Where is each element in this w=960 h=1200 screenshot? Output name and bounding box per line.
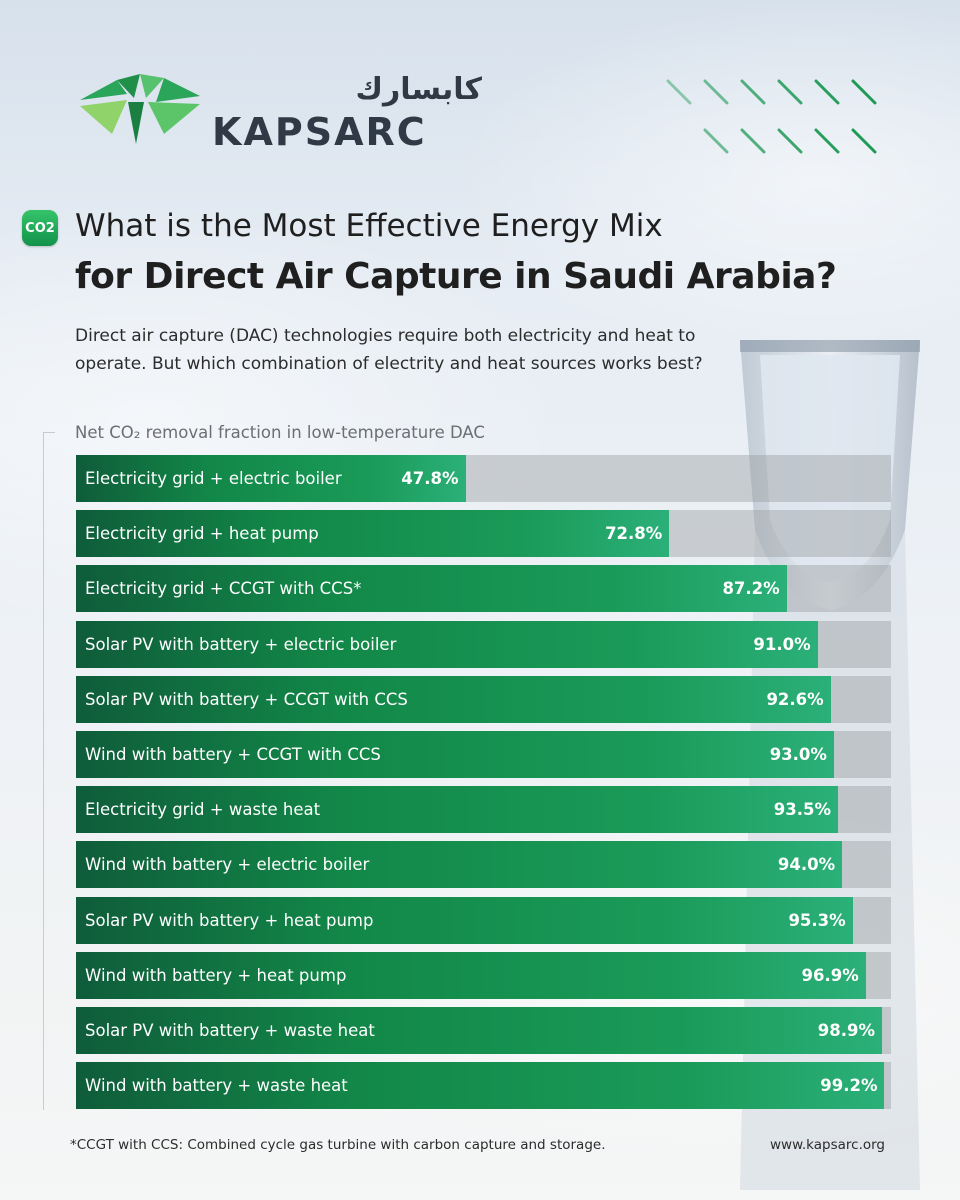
page-title-line2: for Direct Air Capture in Saudi Arabia? — [75, 256, 837, 297]
co2-icon-text: CO2 — [25, 220, 55, 236]
bar-category-label: Electricity grid + heat pump — [85, 524, 319, 544]
bar-value-label: 72.8% — [605, 524, 663, 544]
bar-value-label: 99.2% — [820, 1076, 878, 1096]
chart-row: Wind with battery + heat pump 96.9% — [76, 951, 891, 999]
bar-category-label: Solar PV with battery + CCGT with CCS — [85, 689, 408, 709]
bar-category-label: Electricity grid + waste heat — [85, 800, 321, 820]
bar-value-label: 87.2% — [722, 579, 780, 599]
logo-english-text: KAPSARC — [212, 110, 427, 154]
chart-row: Wind with battery + electric boiler 94.0% — [76, 841, 891, 889]
bar-category-label: Electricity grid + CCGT with CCS* — [85, 579, 362, 599]
chart-row: Electricity grid + heat pump 72.8% — [76, 510, 891, 558]
bar-chart: Electricity grid + electric boiler 47.8% E… — [76, 455, 891, 1113]
bar-value-label: 98.9% — [817, 1021, 876, 1040]
bar — [76, 841, 843, 889]
bar — [76, 455, 466, 502]
bar-category-label: Wind with battery + electric boiler — [85, 855, 370, 875]
bar-category-label: Solar PV with battery + heat pump — [85, 910, 374, 930]
bar-value-label: 92.6% — [766, 689, 824, 709]
bar — [76, 620, 818, 668]
decorative-slashes — [666, 79, 877, 154]
bar — [76, 1062, 885, 1110]
bar-value-label: 93.0% — [769, 745, 827, 764]
bar-category-label: Wind with battery + waste heat — [85, 1076, 348, 1096]
chart-row: Wind with battery + CCGT with CCS 93.0% — [76, 731, 891, 778]
bar-value-label: 91.0% — [753, 634, 811, 654]
bar — [76, 510, 670, 558]
chart-row: Electricity grid + CCGT with CCS* 87.2% — [76, 565, 891, 613]
bar — [76, 731, 834, 778]
chart-row: Solar PV with battery + waste heat 98.9% — [76, 1007, 891, 1054]
bar-value-label: 94.0% — [777, 855, 836, 875]
bar — [76, 675, 831, 723]
bar-category-label: Solar PV with battery + waste heat — [85, 1021, 375, 1040]
co2-icon: CO2 — [22, 210, 58, 246]
chart-row: Solar PV with battery + electric boiler 9… — [76, 620, 891, 668]
footnote: *CCGT with CCS: Combined cycle gas turbi… — [70, 1137, 606, 1153]
bar-value-label: 95.3% — [788, 910, 846, 930]
website-link[interactable]: www.kapsarc.org — [769, 1137, 885, 1153]
bar-value-label: 47.8% — [401, 469, 459, 488]
bar-category-label: Electricity grid + electric boiler — [85, 469, 342, 488]
kapsarc-emblem-icon — [80, 74, 200, 144]
bar-category-label: Wind with battery + CCGT with CCS — [85, 745, 381, 764]
bar — [76, 1007, 883, 1054]
bar-value-label: 96.9% — [801, 965, 859, 985]
chart-row: Solar PV with battery + heat pump 95.3% — [76, 896, 891, 944]
bar — [76, 896, 853, 944]
logo-arabic-text: كابسارك — [355, 72, 482, 107]
bar-value-label: 93.5% — [773, 800, 832, 820]
bar-category-label: Wind with battery + heat pump — [85, 965, 347, 985]
page-subtitle: Direct air capture (DAC) technologies re… — [75, 326, 703, 374]
bar-category-label: Solar PV with battery + electric boiler — [85, 634, 397, 654]
chart-row: Wind with battery + waste heat 99.2% — [76, 1062, 891, 1110]
bar — [76, 786, 839, 834]
kapsarc-logo: كابسارك KAPSARC — [72, 72, 482, 154]
page-title-line1: What is the Most Effective Energy Mix — [75, 208, 663, 244]
chart-bracket-line — [43, 432, 55, 1110]
chart-row: Electricity grid + waste heat 93.5% — [76, 786, 891, 834]
bar — [76, 565, 787, 613]
chart-title: Net CO₂ removal fraction in low-temperat… — [75, 423, 485, 442]
chart-row: Electricity grid + electric boiler 47.8% — [76, 455, 891, 502]
chart-row: Solar PV with battery + CCGT with CCS 92.… — [76, 675, 891, 723]
bar — [76, 951, 866, 999]
